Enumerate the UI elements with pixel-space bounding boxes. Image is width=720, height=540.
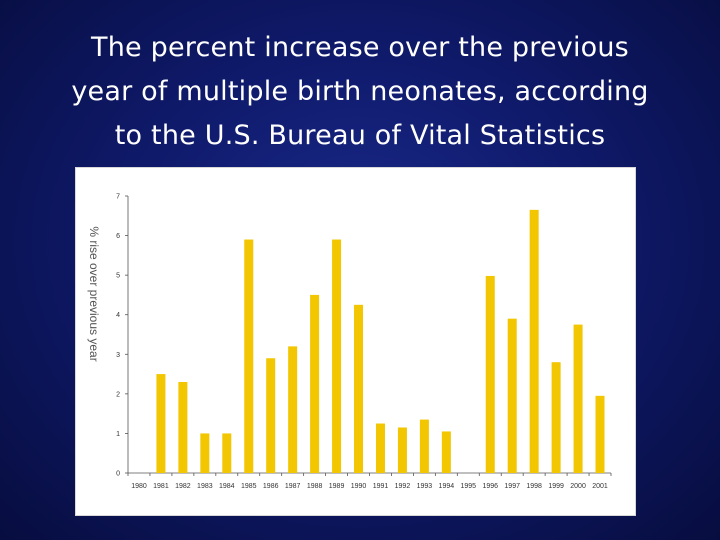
x-tick-label-2000: 2000 — [570, 483, 586, 490]
slide-title: The percent increase over the previous y… — [20, 26, 700, 158]
x-tick-label-1995: 1995 — [461, 483, 477, 490]
bar-1999 — [551, 362, 561, 473]
bar-1981 — [156, 374, 166, 473]
x-tick-label-1993: 1993 — [417, 483, 433, 490]
bar-1987 — [288, 346, 298, 473]
bar-1998 — [529, 209, 539, 473]
bar-1984 — [222, 433, 232, 473]
chart-panel: % rise over previous year 0 1 2 3 4 5 6 7 1980 19… — [76, 168, 635, 515]
y-tick-label-0: 0 — [116, 471, 120, 478]
bar-1997 — [507, 318, 517, 473]
y-tick-label-6: 6 — [116, 233, 120, 240]
bar-1990 — [354, 304, 364, 473]
bar-1996 — [485, 275, 495, 473]
title-line-3: to the U.S. Bureau of Vital Statistics — [114, 120, 606, 151]
x-tick-label-1997: 1997 — [504, 483, 520, 490]
bar-1983 — [200, 433, 210, 473]
y-tick-label-1: 1 — [116, 431, 120, 438]
y-axis-title: % rise over previous year — [87, 226, 101, 361]
bar-1992 — [397, 427, 407, 473]
x-tick-label-1984: 1984 — [219, 483, 235, 490]
bar-1991 — [375, 423, 385, 473]
x-tick-label-1982: 1982 — [175, 483, 191, 490]
x-tick-label-1994: 1994 — [439, 483, 455, 490]
x-tick-label-1999: 1999 — [548, 483, 564, 490]
bar-1994 — [441, 431, 451, 473]
title-line-1: The percent increase over the previous — [91, 32, 629, 63]
bar-1993 — [419, 419, 429, 473]
x-tick-label-1988: 1988 — [307, 483, 323, 490]
x-tick-label-1986: 1986 — [263, 483, 279, 490]
y-tick-label-4: 4 — [116, 312, 120, 319]
x-tick-label-1991: 1991 — [373, 483, 389, 490]
x-tick-label-1998: 1998 — [526, 483, 542, 490]
y-tick-label-3: 3 — [116, 352, 120, 359]
x-tick-label-1985: 1985 — [241, 483, 257, 490]
x-tick-label-1981: 1981 — [153, 483, 169, 490]
x-tick-label-1980: 1980 — [131, 483, 147, 490]
y-tick-label-2: 2 — [116, 391, 120, 398]
bar-1982 — [178, 381, 188, 473]
x-tick-label-1996: 1996 — [482, 483, 498, 490]
bar-1985 — [244, 239, 254, 473]
title-line-2: year of multiple birth neonates, accordi… — [71, 76, 649, 107]
bar-1986 — [266, 358, 276, 473]
x-tick-label-1989: 1989 — [329, 483, 345, 490]
bar-2001 — [595, 395, 605, 473]
y-tick-label-5: 5 — [116, 273, 120, 280]
x-tick-label-1992: 1992 — [395, 483, 411, 490]
x-tick-label-1983: 1983 — [197, 483, 213, 490]
bar-2000 — [573, 324, 583, 473]
bar-1989 — [332, 239, 342, 473]
bar-chart: % rise over previous year 0 1 2 3 4 5 6 7 1980 19… — [87, 194, 612, 490]
x-tick-label-2001: 2001 — [592, 483, 608, 490]
bar-1988 — [310, 294, 320, 473]
y-tick-label-7: 7 — [116, 194, 120, 201]
x-tick-label-1990: 1990 — [351, 483, 367, 490]
x-tick-label-1987: 1987 — [285, 483, 301, 490]
